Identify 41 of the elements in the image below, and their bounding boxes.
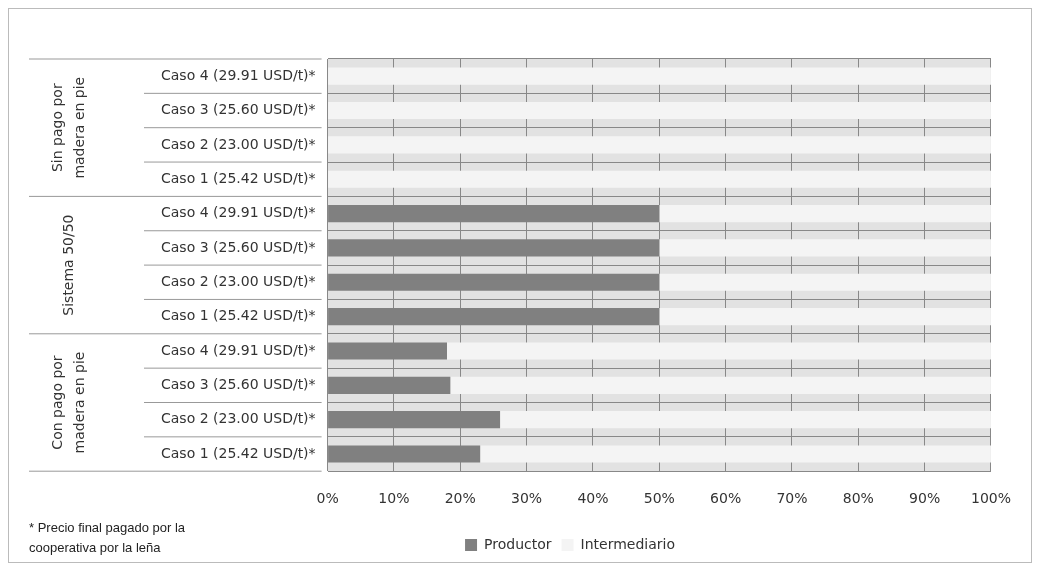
x-tick-label: 20% [444, 490, 476, 507]
text: Sistema 50/50 [59, 214, 76, 316]
x-tick-label: 30% [511, 490, 543, 507]
x-tick-label: 0% [316, 490, 339, 507]
y-tick-label: Caso 1 (25.42 USD/t)* [160, 444, 316, 461]
text: * Precio final pagado por la cooperativa por la leña [29, 519, 187, 557]
bar [328, 170, 991, 188]
text: Con pago por madera en pie [48, 351, 87, 454]
y-tick-label: Caso 1 (25.42 USD/t)* [160, 307, 316, 324]
y-tick-label: Caso 3 (25.60 USD/t)* [160, 375, 316, 392]
bar [447, 342, 991, 360]
legend-label: Productor [484, 535, 552, 552]
x-tick-label: 50% [643, 490, 675, 507]
bar [500, 411, 991, 429]
legend-label: Intermediario [580, 535, 675, 552]
y-tick-label: Caso 2 (23.00 USD/t)* [160, 135, 316, 152]
x-tick-label: 10% [378, 490, 410, 507]
bar [328, 67, 991, 85]
y-tick-label: Caso 1 (25.42 USD/t)* [160, 169, 316, 186]
x-tick-label: 90% [909, 490, 941, 507]
bar [659, 273, 991, 291]
y-tick-label: Caso 3 (25.60 USD/t)* [160, 238, 316, 255]
y-tick-label: Caso 2 (23.00 USD/t)* [160, 410, 316, 427]
bar [659, 239, 991, 257]
x-tick-label: 80% [842, 490, 874, 507]
bar [328, 101, 991, 120]
bar [659, 204, 991, 223]
x-tick-label: 70% [776, 490, 808, 507]
y-tick-label: Caso 2 (23.00 USD/t)* [160, 272, 316, 289]
y-tick-label: Caso 3 (25.60 USD/t)* [160, 101, 316, 118]
bar [450, 376, 991, 394]
bar [480, 445, 991, 463]
x-tick-label: 40% [577, 490, 609, 507]
y-tick-label: Caso 4 (29.91 USD/t)* [160, 66, 316, 83]
text: Sin pago por madera en pie [48, 76, 87, 179]
x-tick-label: 100% [970, 490, 1011, 507]
bar [328, 136, 991, 154]
y-tick-label: Caso 4 (29.91 USD/t)* [160, 204, 316, 221]
x-tick-label: 60% [710, 490, 742, 507]
y-tick-label: Caso 4 (29.91 USD/t)* [160, 341, 316, 358]
bar [659, 308, 991, 326]
